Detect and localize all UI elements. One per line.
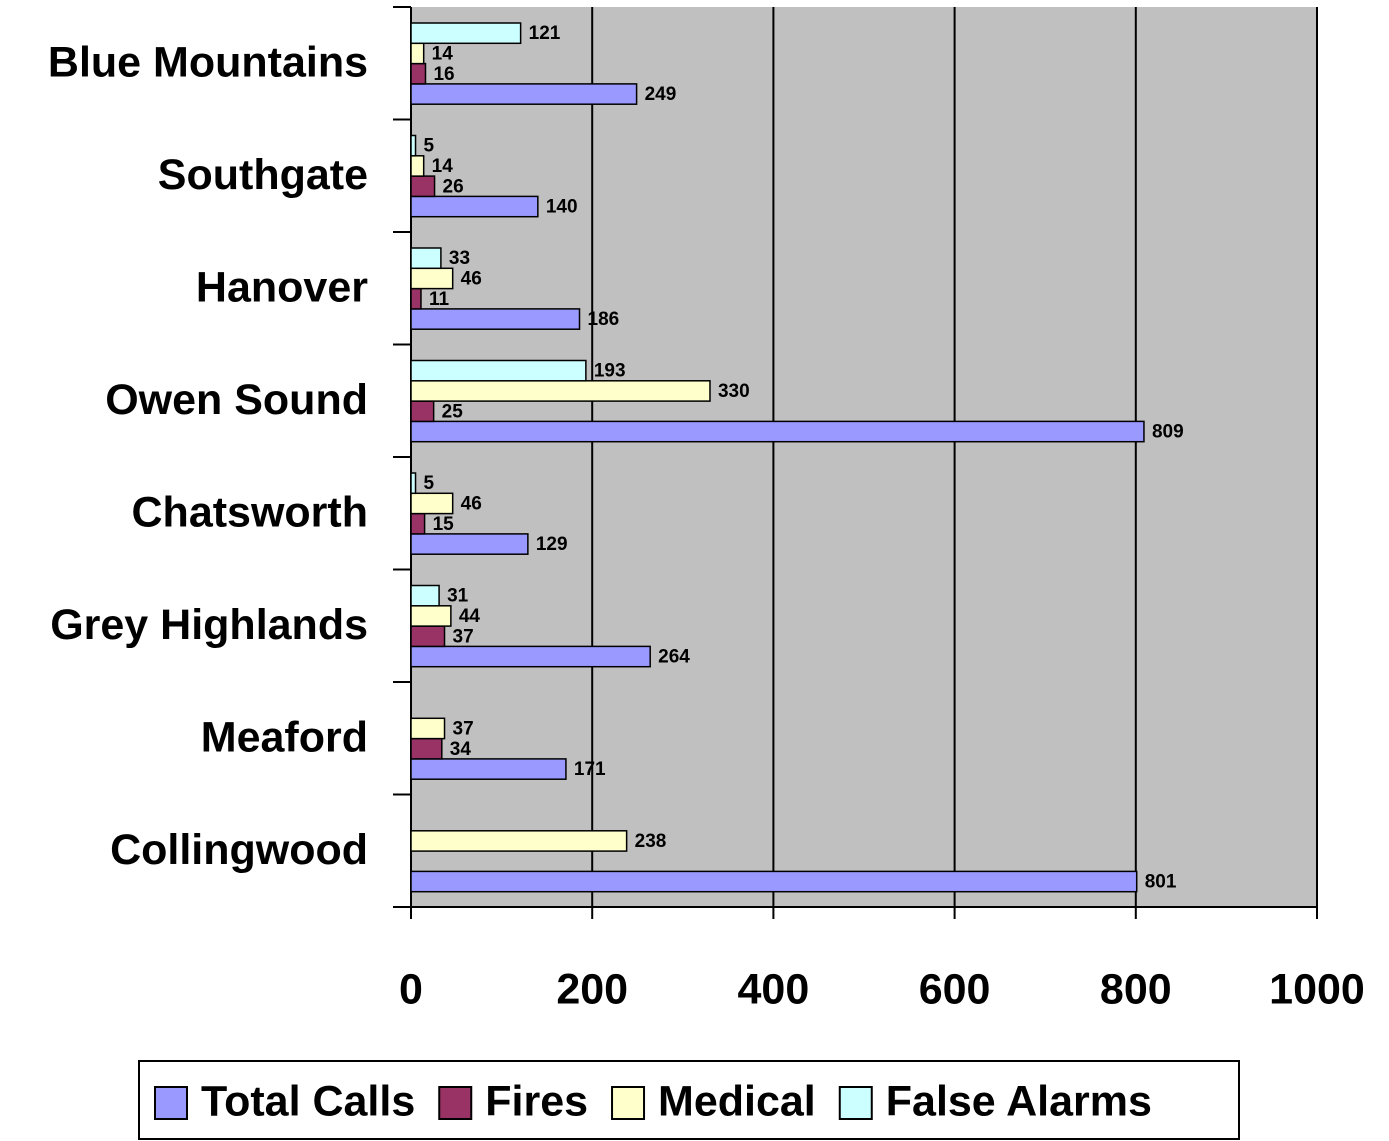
data-label: 14 bbox=[432, 156, 454, 177]
x-tick-label: 0 bbox=[399, 965, 423, 1013]
data-label: 801 bbox=[1145, 872, 1177, 893]
bar bbox=[410, 22, 522, 45]
bar bbox=[410, 717, 446, 740]
bar bbox=[410, 247, 442, 270]
data-label: 809 bbox=[1152, 422, 1184, 443]
data-label: 26 bbox=[443, 176, 464, 197]
bar bbox=[410, 737, 443, 760]
data-label: 171 bbox=[574, 759, 606, 780]
bar bbox=[410, 267, 454, 290]
bar bbox=[410, 359, 587, 382]
bar bbox=[410, 584, 440, 607]
x-tick-label: 600 bbox=[919, 965, 991, 1013]
data-label: 249 bbox=[645, 84, 677, 105]
bar bbox=[410, 400, 435, 423]
legend-box bbox=[138, 1060, 1240, 1140]
bar bbox=[410, 625, 446, 648]
bar bbox=[410, 287, 422, 310]
bar bbox=[410, 758, 567, 780]
data-label: 11 bbox=[429, 289, 450, 310]
legend-label: Total Calls bbox=[201, 1077, 415, 1125]
bar bbox=[410, 42, 425, 65]
data-label: 31 bbox=[447, 586, 469, 607]
bar bbox=[410, 605, 452, 627]
category-label: Blue Mountains bbox=[48, 39, 368, 87]
bar bbox=[410, 155, 425, 177]
category-label: Owen Sound bbox=[105, 376, 368, 424]
data-label: 33 bbox=[449, 248, 470, 269]
data-label: 46 bbox=[461, 268, 482, 289]
bar bbox=[410, 472, 417, 495]
bar bbox=[410, 308, 581, 330]
legend-swatch bbox=[838, 1086, 873, 1120]
data-label: 5 bbox=[424, 473, 435, 494]
category-label: Hanover bbox=[196, 264, 368, 312]
data-label: 330 bbox=[718, 381, 750, 402]
data-label: 37 bbox=[453, 718, 474, 739]
data-label: 186 bbox=[588, 309, 620, 330]
data-label: 129 bbox=[536, 534, 568, 555]
data-label: 16 bbox=[433, 64, 454, 85]
bar bbox=[410, 62, 427, 85]
bar bbox=[410, 195, 539, 218]
bar bbox=[410, 830, 628, 852]
data-label: 44 bbox=[459, 606, 481, 627]
plot-area bbox=[411, 7, 1317, 907]
bar bbox=[410, 645, 651, 668]
data-label: 46 bbox=[461, 493, 482, 514]
data-label: 264 bbox=[658, 647, 690, 668]
legend-label: Medical bbox=[658, 1077, 816, 1125]
legend-swatch bbox=[438, 1086, 473, 1120]
data-label: 121 bbox=[529, 23, 561, 44]
x-tick-label: 1000 bbox=[1269, 965, 1365, 1013]
bar bbox=[410, 420, 1145, 443]
bar bbox=[410, 175, 436, 198]
bar bbox=[410, 134, 417, 157]
legend-swatch bbox=[611, 1086, 646, 1120]
legend-label: Fires bbox=[485, 1077, 588, 1125]
bar bbox=[410, 870, 1138, 893]
data-label: 140 bbox=[546, 197, 578, 218]
bar bbox=[410, 380, 711, 402]
legend-swatch bbox=[154, 1086, 188, 1120]
bar bbox=[410, 492, 454, 515]
category-label: Grey Highlands bbox=[50, 601, 368, 649]
data-label: 15 bbox=[433, 514, 455, 535]
x-tick-label: 200 bbox=[556, 965, 628, 1013]
data-label: 14 bbox=[432, 43, 454, 64]
x-tick-label: 400 bbox=[738, 965, 810, 1013]
bar bbox=[410, 512, 426, 535]
legend-label: False Alarms bbox=[886, 1077, 1152, 1125]
category-label: Collingwood bbox=[110, 826, 368, 874]
data-label: 193 bbox=[594, 361, 626, 382]
data-label: 25 bbox=[442, 401, 464, 422]
data-label: 37 bbox=[453, 626, 474, 647]
data-label: 34 bbox=[450, 739, 472, 760]
category-label: Meaford bbox=[201, 714, 368, 762]
category-label: Chatsworth bbox=[132, 489, 369, 537]
data-label: 5 bbox=[424, 136, 435, 157]
category-label: Southgate bbox=[158, 151, 368, 199]
bar bbox=[410, 533, 529, 555]
data-label: 238 bbox=[635, 831, 667, 852]
bar bbox=[410, 83, 638, 105]
x-tick-label: 800 bbox=[1100, 965, 1172, 1013]
